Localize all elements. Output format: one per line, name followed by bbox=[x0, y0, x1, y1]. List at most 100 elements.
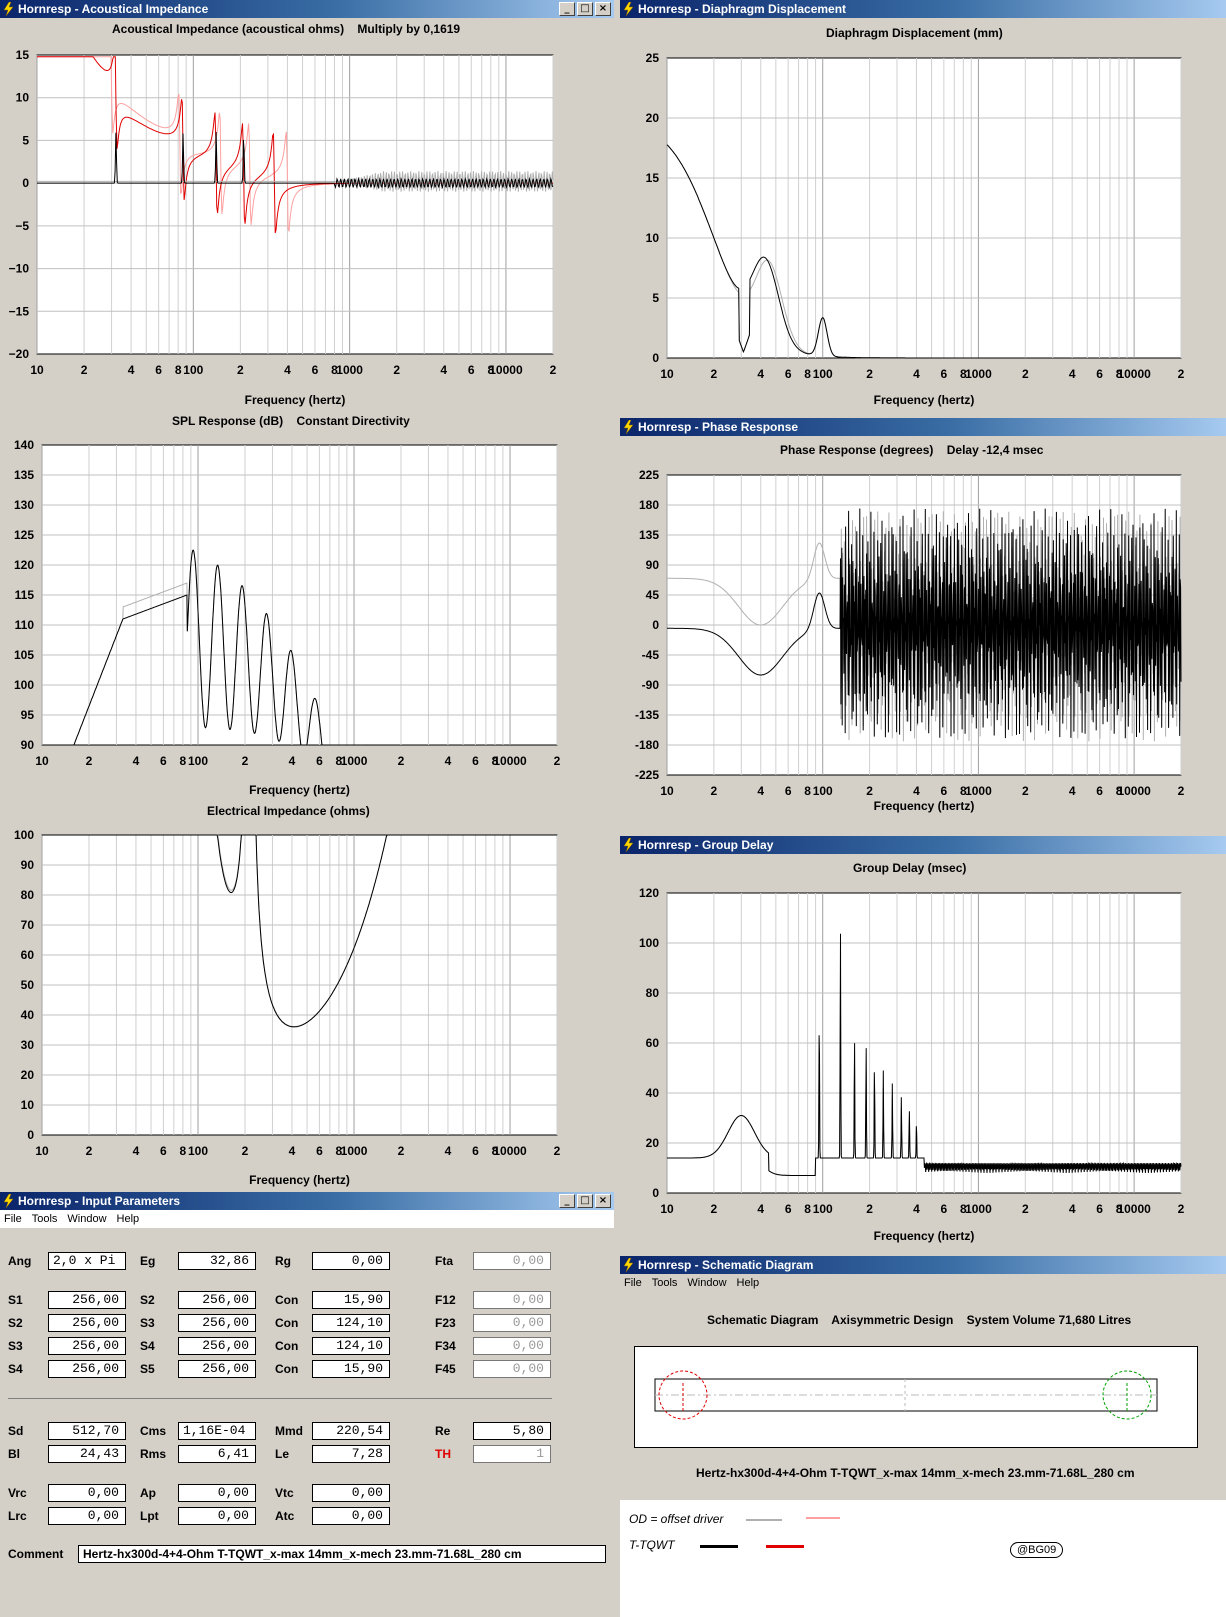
param-field-rows4-0-0[interactable]: 0,00 bbox=[48, 1484, 126, 1502]
param-field-rows2-3-0[interactable]: 256,00 bbox=[48, 1360, 126, 1378]
param-field-rows2-3-3[interactable]: 0,00 bbox=[473, 1360, 551, 1378]
param-field-rows4-0-1[interactable]: 0,00 bbox=[178, 1484, 256, 1502]
close-button[interactable]: × bbox=[595, 2, 611, 16]
title-bar[interactable]: Hornresp - Group Delay bbox=[620, 836, 1226, 854]
param-field-rows3-1-2[interactable]: 7,28 bbox=[312, 1445, 390, 1463]
title-bar[interactable]: Hornresp - Input Parameters _ □ × bbox=[0, 1192, 614, 1210]
title-bar[interactable]: Hornresp - Phase Response bbox=[620, 418, 1226, 436]
y-tick-label: -180 bbox=[635, 738, 659, 752]
x-tick-label: 2 bbox=[398, 1144, 405, 1158]
trace-disp bbox=[666, 144, 1026, 359]
param-field-rows4-1-1[interactable]: 0,00 bbox=[178, 1507, 256, 1525]
spl-response-window: SPL Response (dB) Constant Directivity 1… bbox=[0, 412, 614, 804]
title-bar[interactable]: Hornresp - Diaphragm Displacement bbox=[620, 0, 1226, 18]
menu-window[interactable]: Window bbox=[687, 1277, 727, 1289]
param-field-rows3-1-1[interactable]: 6,41 bbox=[178, 1445, 256, 1463]
minimize-button[interactable]: _ bbox=[559, 2, 575, 16]
y-tick-label: 10 bbox=[646, 231, 660, 245]
x-tick-label: 2 bbox=[1022, 784, 1029, 798]
param-field-rows2-1-2[interactable]: 124,10 bbox=[312, 1314, 390, 1332]
menu-window[interactable]: Window bbox=[67, 1213, 107, 1225]
trace-imag bbox=[37, 131, 554, 190]
param-field-rows1-0-1[interactable]: 32,86 bbox=[178, 1252, 256, 1270]
menu-tools[interactable]: Tools bbox=[651, 1277, 678, 1289]
title-bar[interactable]: Hornresp - Acoustical Impedance _ □ × bbox=[0, 0, 614, 18]
param-field-rows2-3-2[interactable]: 15,90 bbox=[312, 1360, 390, 1378]
y-tick-label: 135 bbox=[639, 528, 659, 542]
x-tick-label: 8 bbox=[960, 367, 967, 381]
maximize-button[interactable]: □ bbox=[577, 1194, 593, 1208]
param-field-rows4-1-0[interactable]: 0,00 bbox=[48, 1507, 126, 1525]
param-label-rows3-1-2: Le bbox=[275, 1447, 290, 1461]
param-label-rows2-1-1: S3 bbox=[140, 1316, 155, 1330]
x-tick-label: 4 bbox=[445, 1144, 452, 1158]
title-bar[interactable]: Hornresp - Schematic Diagram bbox=[620, 1256, 1226, 1274]
param-field-rows3-0-2[interactable]: 220,54 bbox=[312, 1422, 390, 1440]
hornresp-bolt-icon bbox=[623, 1258, 634, 1272]
param-field-rows1-0-0[interactable]: 2,0 x Pi bbox=[48, 1252, 126, 1270]
y-tick-label: -45 bbox=[642, 648, 660, 662]
param-field-rows2-1-3[interactable]: 0,00 bbox=[473, 1314, 551, 1332]
param-field-rows1-0-2[interactable]: 0,00 bbox=[312, 1252, 390, 1270]
param-label-rows3-0-3: Re bbox=[435, 1424, 451, 1438]
x-tick-label: 8 bbox=[336, 1144, 343, 1158]
schematic-drawing bbox=[654, 1370, 1158, 1420]
minimize-button[interactable]: _ bbox=[559, 1194, 575, 1208]
param-field-rows3-0-3[interactable]: 5,80 bbox=[473, 1422, 551, 1440]
y-tick-label: 120 bbox=[14, 558, 34, 572]
schematic-diagram-window: Hornresp - Schematic Diagram File Tools Wi… bbox=[620, 1256, 1226, 1500]
menu-file[interactable]: File bbox=[624, 1277, 642, 1289]
y-tick-label: 20 bbox=[21, 1068, 35, 1082]
menu-help[interactable]: Help bbox=[736, 1277, 760, 1289]
x-tick-label: 2 bbox=[550, 363, 557, 377]
y-tick-label: 180 bbox=[639, 498, 659, 512]
comment-label: Comment bbox=[8, 1547, 64, 1561]
param-field-rows3-0-1[interactable]: 1,16E-04 bbox=[178, 1422, 256, 1440]
maximize-button[interactable]: □ bbox=[577, 2, 593, 16]
param-field-rows2-0-2[interactable]: 15,90 bbox=[312, 1291, 390, 1309]
param-field-rows2-2-0[interactable]: 256,00 bbox=[48, 1337, 126, 1355]
x-tick-label: 8 bbox=[1116, 367, 1123, 381]
param-field-rows2-1-1[interactable]: 256,00 bbox=[178, 1314, 256, 1332]
legend-ttqwt-black-line bbox=[700, 1545, 738, 1548]
title-sep: - bbox=[71, 1194, 83, 1208]
y-tick-label: 40 bbox=[646, 1086, 660, 1100]
x-tick-label: 2 bbox=[711, 1202, 718, 1216]
plot-area bbox=[666, 57, 1182, 359]
param-label-rows2-2-3: F34 bbox=[435, 1339, 456, 1353]
app-name: Hornresp bbox=[638, 2, 692, 16]
close-button[interactable]: × bbox=[595, 1194, 611, 1208]
param-field-rows3-0-0[interactable]: 512,70 bbox=[48, 1422, 126, 1440]
x-tick-label: 1000 bbox=[965, 784, 992, 798]
param-field-rows4-0-2[interactable]: 0,00 bbox=[312, 1484, 390, 1502]
schematic-header: Schematic Diagram Axisymmetric Design Sy… bbox=[707, 1313, 1132, 1327]
param-field-rows1-0-3[interactable]: 0,00 bbox=[473, 1252, 551, 1270]
param-field-rows2-0-1[interactable]: 256,00 bbox=[178, 1291, 256, 1309]
param-field-rows4-1-2[interactable]: 0,00 bbox=[312, 1507, 390, 1525]
param-field-rows2-3-1[interactable]: 256,00 bbox=[178, 1360, 256, 1378]
menu-help[interactable]: Help bbox=[116, 1213, 140, 1225]
param-field-rows2-0-0[interactable]: 256,00 bbox=[48, 1291, 126, 1309]
comment-field[interactable]: Hertz-hx300d-4+4-Ohm T-TQWT_x-max 14mm_x… bbox=[78, 1545, 606, 1563]
y-tick-label: 0 bbox=[652, 618, 659, 632]
badge: @BG09 bbox=[1010, 1542, 1064, 1558]
trace-group bbox=[667, 933, 1182, 1176]
param-field-rows3-1-0[interactable]: 24,43 bbox=[48, 1445, 126, 1463]
menu-file[interactable]: File bbox=[4, 1213, 22, 1225]
y-tick-label: 90 bbox=[21, 858, 35, 872]
title-sep: - bbox=[691, 420, 703, 434]
y-tick-label: −15 bbox=[9, 304, 30, 318]
param-field-rows2-2-1[interactable]: 256,00 bbox=[178, 1337, 256, 1355]
y-tick-label: 95 bbox=[21, 708, 35, 722]
menu-tools[interactable]: Tools bbox=[31, 1213, 58, 1225]
param-field-rows3-1-3[interactable]: 1 bbox=[473, 1445, 551, 1463]
param-field-rows2-2-3[interactable]: 0,00 bbox=[473, 1337, 551, 1355]
param-field-rows2-2-2[interactable]: 124,10 bbox=[312, 1337, 390, 1355]
y-tick-label: 70 bbox=[21, 918, 35, 932]
param-label-rows4-1-0: Lrc bbox=[8, 1509, 27, 1523]
x-tick-label: 2 bbox=[242, 754, 249, 768]
param-field-rows2-1-0[interactable]: 256,00 bbox=[48, 1314, 126, 1332]
param-field-rows2-0-3[interactable]: 0,00 bbox=[473, 1291, 551, 1309]
x-tick-label: 6 bbox=[1096, 1202, 1103, 1216]
